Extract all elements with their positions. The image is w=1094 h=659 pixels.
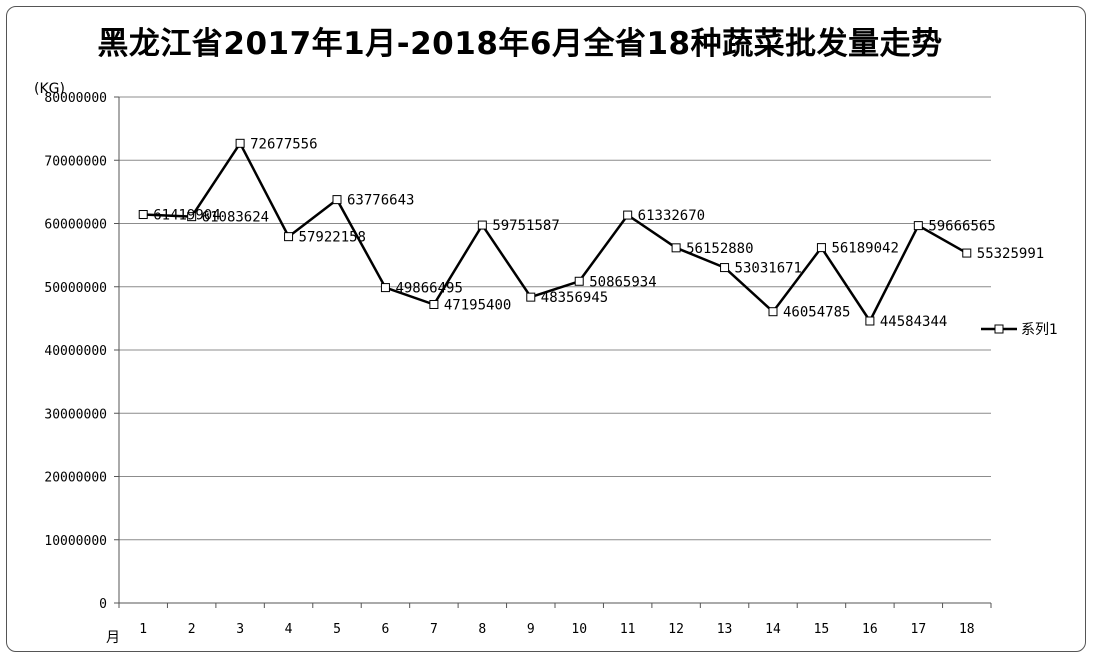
data-point-marker xyxy=(816,243,826,253)
legend-series-name: 系列1 xyxy=(1021,322,1058,338)
x-tick-label: 3 xyxy=(236,622,244,637)
series-line xyxy=(143,142,968,323)
x-tick-label: 10 xyxy=(571,622,587,637)
data-label: 61332670 xyxy=(638,208,705,224)
data-label: 61083624 xyxy=(202,210,269,226)
x-tick-label: 17 xyxy=(911,622,927,637)
x-tick-label: 5 xyxy=(333,622,341,637)
data-point-marker xyxy=(720,263,730,273)
data-point-marker xyxy=(913,221,923,231)
legend: 系列1 xyxy=(981,322,1058,338)
data-point-marker xyxy=(962,248,972,258)
data-label: 57922158 xyxy=(299,230,366,246)
y-tick-label: 60000000 xyxy=(44,218,107,233)
x-axis-unit-label: 月 xyxy=(106,630,120,646)
data-label: 48356945 xyxy=(541,290,608,306)
data-point-marker xyxy=(138,210,148,220)
data-points xyxy=(138,138,972,326)
y-tick-label: 10000000 xyxy=(44,534,107,549)
x-tick-label: 8 xyxy=(478,622,486,637)
data-label: 55325991 xyxy=(977,246,1044,262)
data-label: 59751587 xyxy=(492,218,559,234)
x-tick-label: 7 xyxy=(430,622,438,637)
data-label: 53031671 xyxy=(735,261,802,277)
chart-frame xyxy=(6,6,1086,652)
series-lines xyxy=(143,142,968,323)
x-tick-label: 2 xyxy=(188,622,196,637)
data-label: 56152880 xyxy=(686,241,753,257)
y-tick-label: 20000000 xyxy=(44,471,107,486)
x-tick-label: 9 xyxy=(527,622,535,637)
legend-marker-icon xyxy=(994,324,1004,334)
data-point-marker xyxy=(380,283,390,293)
data-point-marker xyxy=(429,299,439,309)
gridlines xyxy=(119,96,991,541)
data-label: 50865934 xyxy=(589,274,656,290)
data-point-marker xyxy=(332,195,342,205)
data-point-marker xyxy=(671,243,681,253)
data-label: 59666565 xyxy=(928,219,995,235)
data-label: 49866495 xyxy=(395,281,462,297)
x-tick-label: 16 xyxy=(862,622,878,637)
data-point-marker xyxy=(477,220,487,230)
data-point-marker xyxy=(284,232,294,242)
data-label: 46054785 xyxy=(783,305,850,321)
data-label: 72677556 xyxy=(250,136,317,152)
y-tick-label: 30000000 xyxy=(44,407,107,422)
data-point-marker xyxy=(235,138,245,148)
y-tick-label: 70000000 xyxy=(44,154,107,169)
y-axis-unit-label: (KG) xyxy=(34,81,65,97)
data-point-marker xyxy=(768,307,778,317)
axes xyxy=(118,97,991,604)
x-tick-label: 13 xyxy=(717,622,733,637)
chart-title: 黑龙江省2017年1月-2018年6月全省18种蔬菜批发量走势 xyxy=(97,26,943,62)
data-label: 47195400 xyxy=(444,297,511,313)
x-axis-ticks: 1 2 3 4 5 6 7 8 9 10 11 12 13 14 15 16 17 18 xyxy=(118,603,992,637)
x-tick-label: 14 xyxy=(765,622,781,637)
data-label: 44584344 xyxy=(880,314,947,330)
data-point-marker xyxy=(865,316,875,326)
y-tick-label: 0 xyxy=(99,597,107,612)
x-tick-label: 15 xyxy=(814,622,830,637)
x-tick-label: 6 xyxy=(382,622,390,637)
x-tick-label: 4 xyxy=(285,622,293,637)
y-axis-ticks: 0 10000000 20000000 30000000 40000000 5000000… xyxy=(44,91,119,612)
data-label: 63776643 xyxy=(347,193,414,209)
y-tick-label: 40000000 xyxy=(44,344,107,359)
data-label: 61419904 xyxy=(153,208,220,224)
x-tick-label: 1 xyxy=(139,622,147,637)
data-point-marker xyxy=(187,212,197,222)
x-tick-label: 18 xyxy=(959,622,975,637)
data-point-marker xyxy=(623,210,633,220)
x-tick-label: 12 xyxy=(668,622,684,637)
x-tick-label: 11 xyxy=(620,622,636,637)
data-point-marker xyxy=(526,292,536,302)
data-point-marker xyxy=(574,276,584,286)
y-tick-label: 50000000 xyxy=(44,281,107,296)
y-tick-label: 80000000 xyxy=(44,91,107,106)
data-label: 56189042 xyxy=(831,241,898,257)
